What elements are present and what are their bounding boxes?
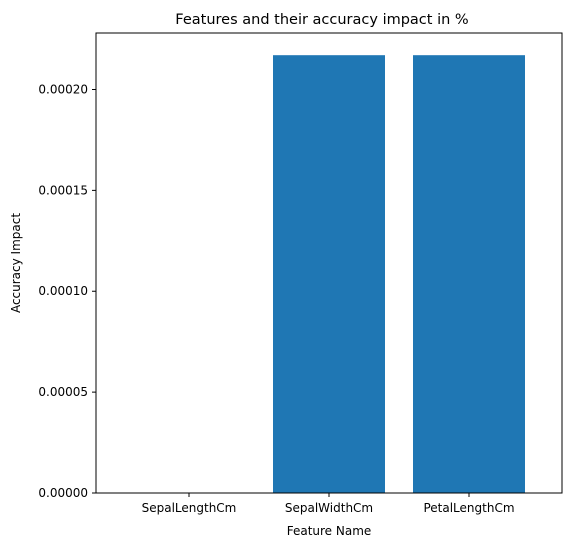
bar-sepalwidthcm — [273, 55, 385, 493]
y-tick-label: 0.00005 — [38, 385, 88, 399]
y-axis-ticks: 0.00000 0.00005 0.00010 0.00015 0.00020 — [38, 82, 96, 500]
x-tick-label: PetalLengthCm — [423, 501, 514, 515]
y-tick-label: 0.00010 — [38, 284, 88, 298]
y-tick-label: 0.00015 — [38, 183, 88, 197]
x-axis-ticks: SepalLengthCm SepalWidthCm PetalLengthCm — [142, 493, 515, 515]
x-tick-label: SepalWidthCm — [285, 501, 373, 515]
bar-petallengthcm — [413, 55, 525, 493]
x-tick-label: SepalLengthCm — [142, 501, 237, 515]
y-tick-label: 0.00020 — [38, 82, 88, 96]
y-axis-label: Accuracy Impact — [9, 213, 23, 313]
y-tick-label: 0.00000 — [38, 486, 88, 500]
x-axis-label: Feature Name — [287, 524, 372, 538]
chart-title: Features and their accuracy impact in % — [175, 12, 468, 28]
bars-group — [273, 55, 525, 493]
plot-frame — [95, 32, 563, 494]
